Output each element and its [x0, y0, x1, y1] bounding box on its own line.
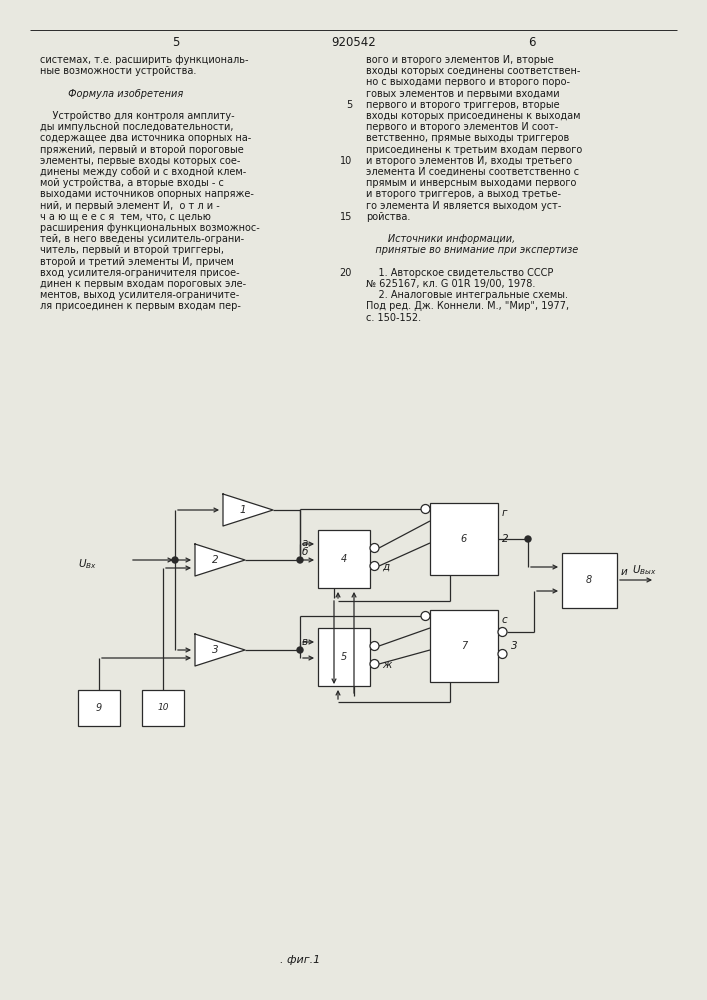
Text: ментов, выход усилителя-ограничите-: ментов, выход усилителя-ограничите-	[40, 290, 239, 300]
Text: с. 150-152.: с. 150-152.	[366, 313, 421, 323]
Text: 5: 5	[346, 100, 352, 110]
Text: первого и второго элементов И соот-: первого и второго элементов И соот-	[366, 122, 559, 132]
Bar	[430, 610, 498, 682]
Text: в: в	[302, 637, 308, 647]
Circle shape	[297, 557, 303, 563]
Bar	[318, 530, 370, 588]
Text: и: и	[621, 567, 628, 577]
Polygon shape	[195, 544, 245, 576]
Text: первого и второго триггеров, вторые: первого и второго триггеров, вторые	[366, 100, 560, 110]
Bar	[318, 628, 370, 686]
Text: выходами источников опорных напряже-: выходами источников опорных напряже-	[40, 189, 254, 199]
Text: 15: 15	[339, 212, 352, 222]
Polygon shape	[223, 494, 273, 526]
Text: № 625167, кл. G 01R 19/00, 1978.: № 625167, кл. G 01R 19/00, 1978.	[366, 279, 535, 289]
Text: 2. Аналоговые интегральные схемы.: 2. Аналоговые интегральные схемы.	[366, 290, 568, 300]
Text: 1. Авторское свидетельство СССР: 1. Авторское свидетельство СССР	[366, 268, 554, 278]
Text: 5: 5	[173, 35, 180, 48]
Circle shape	[297, 647, 303, 653]
Text: Формула изобретения: Формула изобретения	[40, 89, 183, 99]
Polygon shape	[195, 634, 245, 666]
Text: расширения функциональных возможнос-: расширения функциональных возможнос-	[40, 223, 259, 233]
Text: элемента И соединены соответственно с: элемента И соединены соответственно с	[366, 167, 579, 177]
Text: 9: 9	[96, 703, 102, 713]
Bar	[78, 690, 120, 726]
Text: 3: 3	[211, 645, 218, 655]
Text: и второго элементов И, входы третьего: и второго элементов И, входы третьего	[366, 156, 572, 166]
Text: . фиг.1: . фиг.1	[280, 955, 320, 965]
Text: но с выходами первого и второго поро-: но с выходами первого и второго поро-	[366, 77, 570, 87]
Text: содержащее два источника опорных на-: содержащее два источника опорных на-	[40, 133, 251, 143]
Circle shape	[370, 660, 379, 668]
Circle shape	[421, 611, 430, 620]
Bar	[562, 553, 617, 608]
Text: $U_{Bых}$: $U_{Bых}$	[632, 563, 657, 577]
Circle shape	[498, 628, 507, 637]
Text: 8: 8	[586, 575, 592, 585]
Text: а: а	[302, 538, 308, 548]
Text: ч а ю щ е е с я  тем, что, с целью: ч а ю щ е е с я тем, что, с целью	[40, 212, 211, 222]
Circle shape	[370, 642, 379, 650]
Text: с: с	[502, 615, 508, 625]
Text: го элемента И является выходом уст-: го элемента И является выходом уст-	[366, 201, 561, 211]
Text: 2: 2	[211, 555, 218, 565]
Text: Источники информации,: Источники информации,	[366, 234, 515, 244]
Text: ройства.: ройства.	[366, 212, 410, 222]
Text: мой устройства, а вторые входы - с: мой устройства, а вторые входы - с	[40, 178, 224, 188]
Text: 6: 6	[461, 534, 467, 544]
Text: 920542: 920542	[332, 35, 376, 48]
Circle shape	[421, 504, 430, 514]
Text: 3: 3	[511, 641, 518, 651]
Text: 5: 5	[341, 652, 347, 662]
Circle shape	[370, 544, 379, 552]
Circle shape	[172, 557, 178, 563]
Text: вход усилителя-ограничителя присое-: вход усилителя-ограничителя присое-	[40, 268, 240, 278]
Text: входы которых соединены соответствен-: входы которых соединены соответствен-	[366, 66, 580, 76]
Text: присоединены к третьим входам первого: присоединены к третьим входам первого	[366, 145, 583, 155]
Text: 10: 10	[157, 704, 169, 712]
Text: ний, и первый элемент И,  о т л и -: ний, и первый элемент И, о т л и -	[40, 201, 220, 211]
Text: и второго триггеров, а выход третье-: и второго триггеров, а выход третье-	[366, 189, 561, 199]
Text: ные возможности устройства.: ные возможности устройства.	[40, 66, 197, 76]
Text: Под ред. Дж. Коннели. М., "Мир", 1977,: Под ред. Дж. Коннели. М., "Мир", 1977,	[366, 301, 569, 311]
Text: ветственно, прямые выходы триггеров: ветственно, прямые выходы триггеров	[366, 133, 569, 143]
Text: второй и третий элементы И, причем: второй и третий элементы И, причем	[40, 257, 234, 267]
Circle shape	[498, 650, 507, 658]
Text: д: д	[382, 562, 389, 572]
Text: читель, первый и второй триггеры,: читель, первый и второй триггеры,	[40, 245, 224, 255]
Bar	[430, 503, 498, 575]
Text: системах, т.е. расширить функциональ-: системах, т.е. расширить функциональ-	[40, 55, 248, 65]
Text: ж: ж	[382, 660, 392, 670]
Text: пряжений, первый и второй пороговые: пряжений, первый и второй пороговые	[40, 145, 244, 155]
Text: 20: 20	[339, 268, 352, 278]
Text: входы которых присоединены к выходам: входы которых присоединены к выходам	[366, 111, 580, 121]
Text: б: б	[302, 547, 308, 557]
Text: ля присоединен к первым входам пер-: ля присоединен к первым входам пер-	[40, 301, 241, 311]
Text: динены между собой и с входной клем-: динены между собой и с входной клем-	[40, 167, 246, 177]
Text: ды импульсной последовательности,: ды импульсной последовательности,	[40, 122, 233, 132]
Text: г: г	[502, 508, 508, 518]
Text: вого и второго элементов И, вторые: вого и второго элементов И, вторые	[366, 55, 560, 65]
Text: динен к первым входам пороговых эле-: динен к первым входам пороговых эле-	[40, 279, 246, 289]
Text: 10: 10	[340, 156, 352, 166]
Text: элементы, первые входы которых сое-: элементы, первые входы которых сое-	[40, 156, 240, 166]
Bar	[142, 690, 184, 726]
Text: 2: 2	[502, 534, 508, 544]
Text: 1: 1	[240, 505, 246, 515]
Text: Устройство для контроля амплиту-: Устройство для контроля амплиту-	[40, 111, 235, 121]
Circle shape	[370, 562, 379, 570]
Circle shape	[525, 536, 531, 542]
Text: 4: 4	[341, 554, 347, 564]
Text: принятые во внимание при экспертизе: принятые во внимание при экспертизе	[366, 245, 578, 255]
Text: 6: 6	[528, 35, 536, 48]
Text: $U_{Bx}$: $U_{Bx}$	[78, 557, 97, 571]
Text: прямым и инверсным выходами первого: прямым и инверсным выходами первого	[366, 178, 576, 188]
Text: тей, в него введены усилитель-ограни-: тей, в него введены усилитель-ограни-	[40, 234, 244, 244]
Text: говых элементов и первыми входами: говых элементов и первыми входами	[366, 89, 560, 99]
Text: 7: 7	[461, 641, 467, 651]
